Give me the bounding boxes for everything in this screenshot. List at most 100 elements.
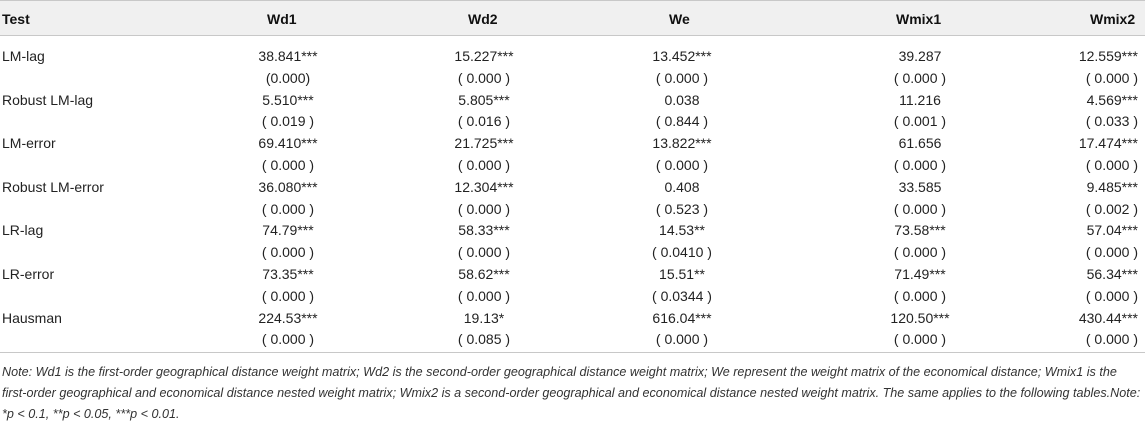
table-cell: 19.13* xyxy=(463,309,505,326)
table-cell: 69.410*** xyxy=(258,135,318,152)
table-cell: 73.35*** xyxy=(262,266,314,282)
table-cell: 120.50*** xyxy=(890,309,950,326)
row-label: LM-error xyxy=(2,135,56,152)
table-cell: 71.49*** xyxy=(894,266,946,282)
row-label: LR-lag xyxy=(2,222,44,239)
table-divider xyxy=(0,352,1145,353)
table-cell: 36.080*** xyxy=(258,178,318,195)
table-row: Hausman 224.53*** 19.13* 616.04*** 120.50***… xyxy=(0,307,1145,329)
table-cell: 12.559*** xyxy=(1078,48,1138,64)
table-row: ( 0.000 ) ( 0.085 ) ( 0.000 ) ( 0.000 ) ( 0.… xyxy=(0,328,1145,350)
table-cell: 74.79*** xyxy=(262,222,314,239)
table-cell: ( 0.000 ) xyxy=(457,69,511,86)
row-label: Robust LM-lag xyxy=(2,91,94,108)
row-label: Hausman xyxy=(2,309,62,326)
table-cell: ( 0.000 ) xyxy=(457,200,511,217)
table-cell: ( 0.000 ) xyxy=(893,287,947,304)
table-cell: ( 0.000 ) xyxy=(261,200,315,217)
table-cell: 13.452*** xyxy=(652,48,712,64)
header-wd2: Wd2 xyxy=(468,11,498,27)
table-cell: ( 0.085 ) xyxy=(457,331,511,348)
table-header: Test Wd1 Wd2 We Wmix1 Wmix2 xyxy=(0,0,1145,36)
table-cell: ( 0.000 ) xyxy=(893,200,947,217)
table-cell: ( 0.0410 ) xyxy=(652,244,712,261)
row-label: LR-error xyxy=(2,266,55,282)
table-cell: 14.53** xyxy=(659,222,705,239)
table-cell: ( 0.000 ) xyxy=(261,331,315,348)
table-cell: ( 0.000 ) xyxy=(457,244,511,261)
table-cell: ( 0.000 ) xyxy=(655,157,709,173)
table-cell: 0.038 xyxy=(664,91,700,108)
table-row: LR-lag 74.79*** 58.33*** 14.53** 73.58*** 57.… xyxy=(0,219,1145,241)
table-cell: ( 0.001 ) xyxy=(893,113,947,130)
table-cell: 61.656 xyxy=(898,135,942,152)
table-cell: ( 0.000 ) xyxy=(893,331,947,348)
table-cell: 5.805*** xyxy=(458,91,510,108)
table-cell: ( 0.000 ) xyxy=(261,244,315,261)
header-we: We xyxy=(669,11,690,27)
table-cell: ( 0.000 ) xyxy=(1085,157,1138,173)
table-cell: 13.822*** xyxy=(652,135,712,152)
table-row: ( 0.000 ) ( 0.000 ) ( 0.0410 ) ( 0.000 ) ( 0… xyxy=(0,241,1145,263)
table-cell: 0.408 xyxy=(664,178,700,195)
table-cell: ( 0.000 ) xyxy=(893,69,947,86)
table-cell: 21.725*** xyxy=(454,135,514,152)
table-cell: 11.216 xyxy=(899,91,941,108)
table-cell: ( 0.019 ) xyxy=(261,113,315,130)
table-cell: 39.287 xyxy=(898,48,942,64)
table-cell: 15.227*** xyxy=(454,48,514,64)
table-cell: ( 0.000 ) xyxy=(1085,331,1138,348)
table-row: ( 0.000 ) ( 0.000 ) ( 0.000 ) ( 0.000 ) ( 0.… xyxy=(0,154,1145,176)
table-cell: 17.474*** xyxy=(1078,135,1138,152)
table-cell: ( 0.000 ) xyxy=(1085,287,1138,304)
table-row: ( 0.000 ) ( 0.000 ) ( 0.0344 ) ( 0.000 ) ( 0… xyxy=(0,285,1145,307)
table-cell: ( 0.000 ) xyxy=(1085,69,1138,86)
table-cell: ( 0.523 ) xyxy=(655,200,709,217)
row-label: LM-lag xyxy=(2,48,45,64)
table-row: Robust LM-lag 5.510*** 5.805*** 0.038 11.216… xyxy=(0,89,1145,111)
table-cell: 224.53*** xyxy=(258,309,318,326)
header-wmix1: Wmix1 xyxy=(896,11,942,27)
table-cell: ( 0.000 ) xyxy=(261,287,315,304)
table-cell: ( 0.000 ) xyxy=(457,157,511,173)
table-cell: 616.04*** xyxy=(652,309,712,326)
table-cell: ( 0.000 ) xyxy=(893,157,947,173)
table-row: ( 0.019 ) ( 0.016 ) ( 0.844 ) ( 0.001 ) ( 0.… xyxy=(0,110,1145,132)
table-cell: ( 0.002 ) xyxy=(1085,200,1138,217)
table-row: LM-lag 38.841*** 15.227*** 13.452*** 39.287 1… xyxy=(0,45,1145,67)
table-cell: ( 0.0344 ) xyxy=(652,287,712,304)
table-row: ( 0.000 ) ( 0.000 ) ( 0.523 ) ( 0.000 ) ( 0.… xyxy=(0,198,1145,220)
header-test: Test xyxy=(2,11,30,27)
table-cell: 5.510*** xyxy=(262,91,314,108)
table-note: Note: Wd1 is the first-order geographica… xyxy=(2,365,1141,421)
table-cell: 9.485*** xyxy=(1086,178,1138,195)
table-cell: ( 0.000 ) xyxy=(893,244,947,261)
table-cell: 57.04*** xyxy=(1086,222,1138,239)
table-cell: ( 0.000 ) xyxy=(655,331,709,348)
table-cell: ( 0.000 ) xyxy=(457,287,511,304)
table-cell: ( 0.000 ) xyxy=(655,69,709,86)
table-cell: ( 0.016 ) xyxy=(457,113,511,130)
table-cell: 12.304*** xyxy=(454,178,514,195)
table-cell: 33.585 xyxy=(898,178,942,195)
table-cell: 58.33*** xyxy=(458,222,510,239)
table-row: (0.000) ( 0.000 ) ( 0.000 ) ( 0.000 ) ( 0.00… xyxy=(0,67,1145,89)
table-cell: ( 0.844 ) xyxy=(655,113,709,130)
table-row: LM-error 69.410*** 21.725*** 13.822*** 61.65… xyxy=(0,132,1145,154)
row-label: Robust LM-error xyxy=(2,178,104,195)
table-row: LR-error 73.35*** 58.62*** 15.51** 71.49*** 5… xyxy=(0,263,1145,285)
header-wd1: Wd1 xyxy=(267,11,297,27)
table-row: Robust LM-error 36.080*** 12.304*** 0.408 33… xyxy=(0,176,1145,198)
table-cell: (0.000) xyxy=(265,69,311,86)
table-cell: 73.58*** xyxy=(894,222,946,239)
table-cell: ( 0.033 ) xyxy=(1085,113,1138,130)
table-cell: 430.44*** xyxy=(1078,309,1138,326)
table-cell: 4.569*** xyxy=(1086,91,1138,108)
table-cell: 38.841*** xyxy=(258,48,318,64)
header-wmix2: Wmix2 xyxy=(1090,11,1136,27)
table-cell: 15.51** xyxy=(659,266,705,282)
table-cell: 58.62*** xyxy=(458,266,510,282)
table-cell: ( 0.000 ) xyxy=(1085,244,1138,261)
table-cell: ( 0.000 ) xyxy=(261,157,315,173)
table-cell: 56.34*** xyxy=(1086,266,1138,282)
